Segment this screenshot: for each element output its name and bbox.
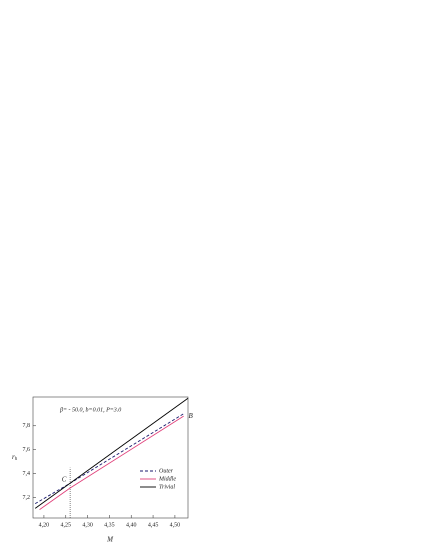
point-label: C	[62, 475, 67, 483]
y-label-sub: h	[15, 457, 18, 462]
x-tick-label: 4,50	[170, 522, 181, 528]
x-tick-label: 4,40	[126, 522, 137, 528]
x-tick-label: 4,45	[148, 522, 159, 528]
y-label: rh	[12, 453, 18, 463]
point-label: B	[188, 412, 193, 420]
x-tick-label: 4,25	[60, 522, 71, 528]
x-label: M	[106, 536, 114, 544]
x-tick-label: 4,35	[104, 522, 115, 528]
x-tick-label: 4,20	[39, 522, 50, 528]
series-line	[39, 415, 184, 510]
legend-label: Trivial	[159, 484, 175, 490]
legend-label: Outer	[159, 468, 174, 474]
plot-frame	[32, 396, 189, 519]
y-tick-label: 7,6	[23, 447, 31, 453]
legend-label: Middle	[158, 476, 176, 482]
y-label-main: r	[12, 453, 15, 461]
series-line	[34, 397, 189, 509]
y-tick-label: 7,8	[23, 423, 31, 429]
x-tick-label: 4,30	[82, 522, 93, 528]
y-tick-label: 7,4	[23, 471, 31, 477]
annotation: β= - 50.0, b=0.01, P=3.0	[59, 407, 121, 413]
y-tick-label: 7,2	[23, 495, 31, 501]
